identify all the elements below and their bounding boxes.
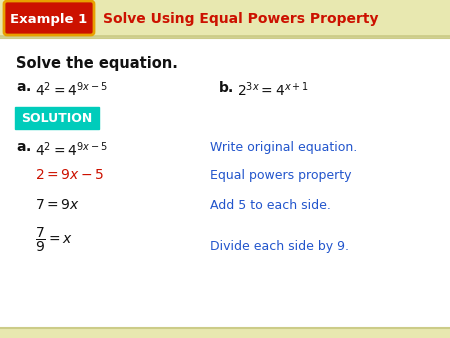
Text: $\mathbf{a.}$: $\mathbf{a.}$ <box>16 140 31 154</box>
Text: $\dfrac{7}{9} = x$: $\dfrac{7}{9} = x$ <box>35 226 73 254</box>
Text: $2^{3x} = 4^{x+1}$: $2^{3x} = 4^{x+1}$ <box>237 80 309 99</box>
FancyBboxPatch shape <box>0 38 450 328</box>
FancyBboxPatch shape <box>4 1 94 35</box>
Text: Solve Using Equal Powers Property: Solve Using Equal Powers Property <box>103 12 378 26</box>
Text: Example 1: Example 1 <box>10 13 88 25</box>
Text: Equal powers property: Equal powers property <box>210 169 351 182</box>
FancyBboxPatch shape <box>0 328 450 338</box>
Text: Add 5 to each side.: Add 5 to each side. <box>210 199 331 212</box>
Text: $7 = 9x$: $7 = 9x$ <box>35 198 80 212</box>
FancyBboxPatch shape <box>0 0 450 36</box>
Text: SOLUTION: SOLUTION <box>22 113 93 125</box>
Text: $\mathbf{b.}$: $\mathbf{b.}$ <box>218 80 234 95</box>
Text: $\mathbf{a.}$: $\mathbf{a.}$ <box>16 80 31 94</box>
Text: $4^2 = 4^{9x-5}$: $4^2 = 4^{9x-5}$ <box>35 140 108 159</box>
Text: Write original equation.: Write original equation. <box>210 141 357 154</box>
Text: Divide each side by 9.: Divide each side by 9. <box>210 240 349 253</box>
Text: $2 = 9x - 5$: $2 = 9x - 5$ <box>35 168 104 182</box>
FancyBboxPatch shape <box>15 107 99 129</box>
Text: $4^2 = 4^{9x-5}$: $4^2 = 4^{9x-5}$ <box>35 80 108 99</box>
Text: Solve the equation.: Solve the equation. <box>16 56 178 71</box>
